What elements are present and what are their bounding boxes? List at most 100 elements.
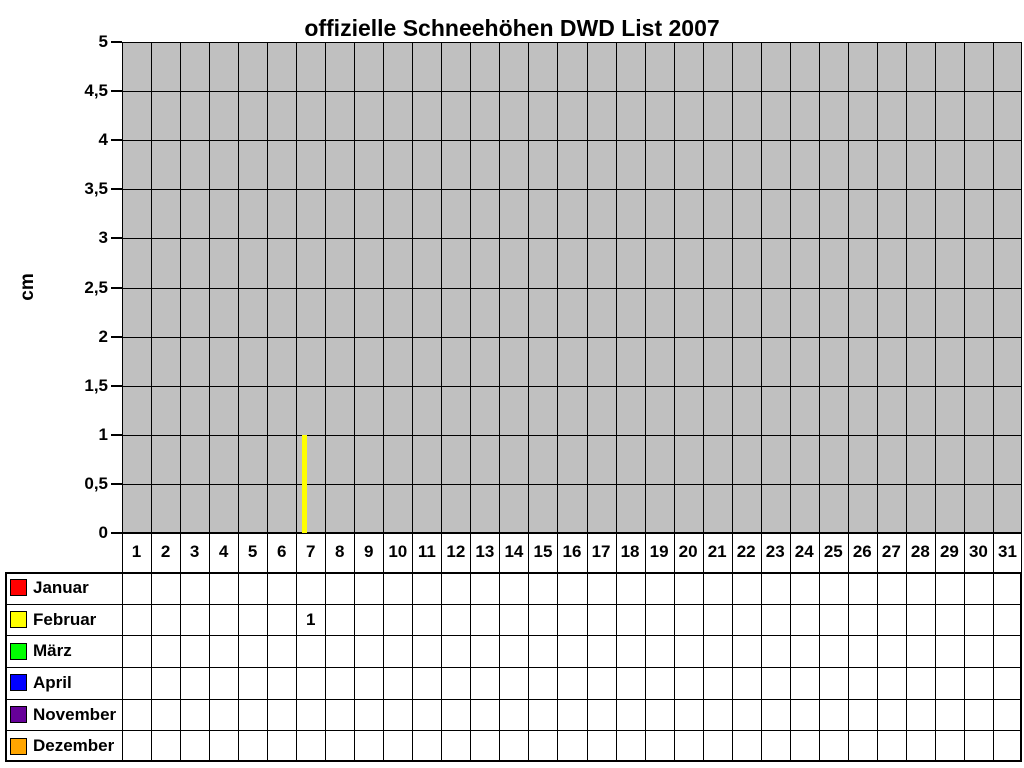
- day-separator: [180, 533, 181, 572]
- table-grid-line-v: [267, 572, 268, 762]
- gridline-v: [499, 42, 500, 533]
- day-separator: [325, 533, 326, 572]
- gridline-h: [122, 288, 1022, 289]
- x-day-label: 12: [446, 542, 466, 561]
- gridline-v: [761, 42, 762, 533]
- legend-swatch-februar: [10, 611, 27, 628]
- table-grid-line-v: [122, 572, 123, 762]
- legend-swatch-april: [10, 674, 27, 692]
- gridline-v: [703, 42, 704, 533]
- table-grid-line-h: [5, 604, 1022, 605]
- table-grid-line-v: [732, 572, 733, 762]
- legend-label-januar: Januar: [33, 578, 89, 597]
- y-axis-tick: [111, 532, 122, 534]
- table-grid-line-v: [645, 572, 646, 762]
- table-grid-line-v: [819, 572, 820, 762]
- table-grid-line-v: [964, 572, 965, 762]
- gridline-v: [587, 42, 588, 533]
- table-grid-line-v: [180, 572, 181, 762]
- table-grid-line-v: [848, 572, 849, 762]
- legend-swatch-november: [10, 706, 27, 723]
- x-day-label: 11: [417, 542, 436, 561]
- day-separator: [674, 533, 675, 572]
- bar-februar-day-7: [301, 434, 308, 533]
- x-day-label: 14: [504, 542, 524, 561]
- y-tick-label: 4,5: [84, 81, 108, 100]
- x-day-label: 6: [276, 542, 287, 561]
- gridline-v: [993, 42, 994, 533]
- gridline-v: [296, 42, 297, 533]
- day-separator: [616, 533, 617, 572]
- gridline-h: [122, 435, 1022, 436]
- gridline-v: [470, 42, 471, 533]
- x-day-label: 26: [852, 542, 872, 561]
- day-separator: [151, 533, 152, 572]
- day-separator: [383, 533, 384, 572]
- x-day-label: 24: [794, 542, 814, 561]
- table-grid-line-v: [499, 572, 500, 762]
- table-grid-line-h: [5, 760, 1022, 762]
- gridline-v: [935, 42, 936, 533]
- gridline-v: [267, 42, 268, 533]
- legend-label-märz: März: [33, 641, 72, 661]
- table-grid-line-h: [5, 730, 1022, 731]
- table-grid-line-v: [441, 572, 442, 762]
- y-tick-label: 0: [98, 523, 108, 542]
- day-separator: [935, 533, 936, 572]
- gridline-v: [354, 42, 355, 533]
- table-cell-value-februar-day-7: 1: [305, 609, 316, 629]
- table-grid-line-v: [616, 572, 617, 762]
- gridline-h: [122, 337, 1022, 338]
- x-day-label: 25: [823, 542, 843, 561]
- gridline-v: [557, 42, 558, 533]
- day-separator: [267, 533, 268, 572]
- y-axis-tick: [111, 336, 122, 338]
- x-day-label: 17: [591, 542, 611, 561]
- table-grid-line-v: [993, 572, 994, 762]
- x-day-label: 30: [968, 542, 988, 561]
- gridline-h: [122, 532, 1022, 534]
- day-separator: [557, 533, 558, 572]
- table-grid-line-v: [209, 572, 210, 762]
- y-tick-label: 1: [98, 425, 108, 444]
- day-separator: [645, 533, 646, 572]
- day-separator: [877, 533, 878, 572]
- y-axis-tick: [111, 483, 122, 485]
- gridline-v: [790, 42, 791, 533]
- y-tick-label: 2,5: [84, 278, 108, 297]
- day-separator: [470, 533, 471, 572]
- day-separator: [354, 533, 355, 572]
- gridline-h: [122, 140, 1022, 141]
- x-day-label: 4: [218, 542, 229, 561]
- table-grid-line-v: [877, 572, 878, 762]
- gridline-h: [122, 189, 1022, 190]
- gridline-v: [616, 42, 617, 533]
- table-grid-line-v: [761, 572, 762, 762]
- y-tick-label: 3: [98, 228, 108, 247]
- table-grid-line-v: [325, 572, 326, 762]
- y-tick-label: 3,5: [84, 179, 108, 198]
- table-grid-line-v: [1020, 572, 1022, 762]
- day-separator: [238, 533, 239, 572]
- table-grid-line-h: [5, 699, 1022, 700]
- x-day-label: 20: [678, 542, 698, 561]
- x-day-label: 28: [910, 542, 930, 561]
- x-day-label: 2: [160, 542, 171, 561]
- table-grid-line-v: [151, 572, 152, 762]
- legend-swatch-märz: [10, 642, 27, 660]
- gridline-v: [906, 42, 907, 533]
- legend-label-april: April: [33, 673, 72, 692]
- x-day-label: 13: [475, 542, 495, 561]
- gridline-v: [180, 42, 181, 533]
- table-grid-line-v: [906, 572, 907, 762]
- gridline-v: [964, 42, 965, 533]
- gridline-h: [122, 386, 1022, 387]
- x-day-label: 7: [305, 542, 316, 561]
- x-day-label: 9: [364, 542, 374, 561]
- gridline-v: [151, 42, 152, 533]
- x-day-label: 16: [562, 542, 582, 561]
- table-grid-line-v: [935, 572, 936, 762]
- y-axis-tick: [111, 287, 122, 289]
- gridline-h: [122, 42, 1022, 43]
